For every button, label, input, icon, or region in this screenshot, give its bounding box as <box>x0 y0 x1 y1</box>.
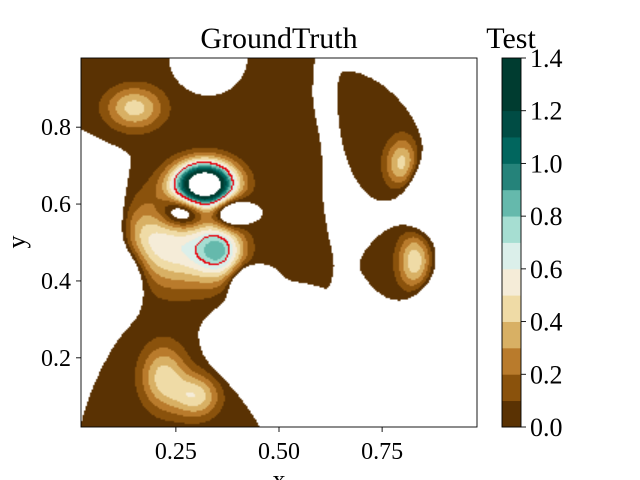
x-tick-label: 0.50 <box>258 439 300 465</box>
colorbar-tick-label: 0.2 <box>530 360 563 389</box>
y-tick-label: 0.6 <box>41 192 71 218</box>
x-axis-label: x <box>273 465 286 480</box>
colorbar-segment <box>502 321 521 349</box>
colorbar <box>502 58 521 428</box>
colorbar-segment <box>502 268 521 296</box>
x-tick-label: 0.75 <box>361 439 403 465</box>
colorbar-segment <box>502 216 521 243</box>
y-axis-label: y <box>2 236 31 249</box>
y-axis: 0.2 0.4 0.6 0.8 <box>41 115 81 372</box>
colorbar-tick-label: 1.4 <box>530 44 563 73</box>
colorbar-segment <box>502 163 521 191</box>
colorbar-tick-label: 0.6 <box>530 255 563 284</box>
chart-title: GroundTruth <box>200 22 357 55</box>
colorbar-segment <box>502 58 521 85</box>
colorbar-segment <box>502 295 521 322</box>
y-tick-label: 0.8 <box>41 115 71 141</box>
x-tick-label: 0.25 <box>155 439 197 465</box>
colorbar-title: Test <box>486 22 536 55</box>
x-axis: 0.25 0.50 0.75 <box>155 427 403 465</box>
colorbar-segment <box>502 189 521 217</box>
colorbar-tick-label: 1.0 <box>530 149 563 178</box>
colorbar-segment <box>502 137 521 164</box>
y-tick-label: 0.4 <box>41 269 71 295</box>
colorbar-segment <box>502 400 521 428</box>
colorbar-segment <box>502 110 521 138</box>
y-tick-label: 0.2 <box>41 346 71 372</box>
colorbar-segment <box>502 347 521 375</box>
colorbar-tick-label: 0.8 <box>530 202 563 231</box>
plot-area <box>81 58 477 427</box>
colorbar-frame <box>501 57 522 428</box>
colorbar-tick-label: 0.0 <box>530 413 563 442</box>
colorbar-segment <box>502 84 521 112</box>
colorbar-tick-label: 1.2 <box>530 97 563 126</box>
colorbar-segment <box>502 374 521 402</box>
contour-field <box>81 58 477 427</box>
colorbar-tick-label: 0.4 <box>530 308 563 337</box>
colorbar-ticks: 0.0 0.2 0.4 0.6 0.8 1.0 1.2 1.4 <box>521 44 563 442</box>
colorbar-segment <box>502 242 521 270</box>
